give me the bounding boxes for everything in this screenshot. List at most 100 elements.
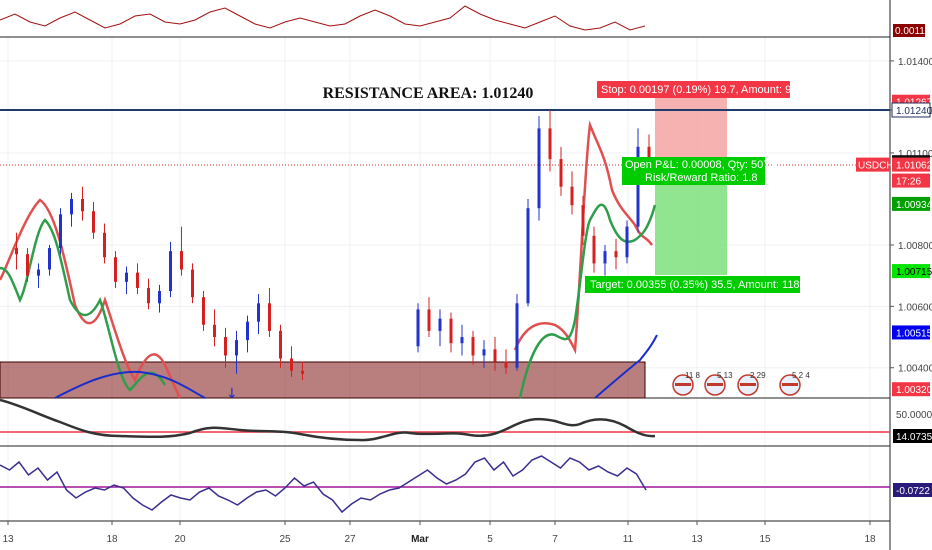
candle xyxy=(416,303,420,353)
price-badge: 1.00320 xyxy=(892,382,932,397)
price-badge: 1.00515 xyxy=(892,325,932,340)
candle-body xyxy=(603,251,607,264)
candle-body xyxy=(268,303,271,331)
price-badge: 1.00715 xyxy=(892,264,932,279)
candle-body xyxy=(125,272,128,282)
symbol-badge-label: USDCHF xyxy=(858,161,900,172)
candle xyxy=(224,327,227,368)
stop-label-box[interactable] xyxy=(597,81,790,98)
candle-body xyxy=(460,337,464,344)
candle-body xyxy=(504,361,508,368)
candle-body xyxy=(290,358,293,371)
event-marker-label: 2 29 xyxy=(750,371,766,380)
x-tick-label: 27 xyxy=(344,534,356,545)
candle-body xyxy=(26,254,29,276)
event-marker[interactable]: 11 8 xyxy=(672,371,701,396)
candle xyxy=(301,361,304,380)
ratio-label-box[interactable] xyxy=(622,171,765,185)
candle-body xyxy=(81,198,84,212)
candle-body xyxy=(482,349,486,356)
candle-body xyxy=(15,248,18,255)
candle-body xyxy=(59,214,62,249)
event-marker-label: 5 13 xyxy=(717,371,733,380)
candle xyxy=(169,241,172,298)
candle xyxy=(471,330,475,365)
open-pl-label: Open P&L: 0.00008, Qty: 50761 xyxy=(625,159,782,171)
candle-body xyxy=(147,287,150,304)
candle xyxy=(59,208,62,255)
candle xyxy=(290,346,293,377)
x-tick-label: 15 xyxy=(759,534,771,545)
candle xyxy=(581,195,585,245)
symbol-badge-box xyxy=(856,157,890,172)
candle-body xyxy=(559,159,563,187)
candle-body xyxy=(548,128,552,160)
top-indicator-pane xyxy=(0,5,646,31)
price-badge-label: 1.00320 xyxy=(896,385,932,396)
candle xyxy=(235,330,238,374)
event-marker[interactable]: 2 29 xyxy=(737,371,766,396)
candle xyxy=(37,263,40,288)
price-badge-label: 1.00934 xyxy=(896,200,932,211)
candle xyxy=(103,223,106,264)
price-badges: 1.012671.012401.01070USDCHF1.0106217:261… xyxy=(856,94,932,397)
cci-badge: -0.0722 xyxy=(896,486,930,497)
candle-body xyxy=(114,257,117,282)
candle xyxy=(559,146,563,196)
adx-tick: 50.0000 xyxy=(896,410,932,421)
x-tick-label: 5 xyxy=(487,534,493,545)
candle xyxy=(180,226,183,276)
chart-title: RESISTANCE AREA: 1.01240 xyxy=(323,85,534,102)
candle xyxy=(515,294,519,371)
candle-body xyxy=(37,269,40,276)
event-marker[interactable]: 5 13 xyxy=(704,371,733,396)
price-badge-label: 17:26 xyxy=(896,177,921,188)
candle-body xyxy=(279,330,282,359)
flag-stripe xyxy=(740,383,756,386)
support-zone xyxy=(0,361,646,399)
price-badge-label: 1.00515 xyxy=(896,328,932,339)
x-tick-label: 13 xyxy=(691,534,703,545)
event-markers: 11 8 5 13 2 29 5 2 4 xyxy=(672,371,810,396)
candle xyxy=(427,297,431,338)
candle xyxy=(449,312,453,353)
candle xyxy=(158,284,161,313)
candle-body xyxy=(213,324,216,338)
y-tick-label: 1.00600 xyxy=(898,302,932,313)
candle xyxy=(114,251,117,288)
target-label-box[interactable] xyxy=(585,276,800,293)
event-marker-label: 11 8 xyxy=(685,371,701,380)
candle xyxy=(70,192,73,227)
candle xyxy=(147,278,150,310)
adx-line xyxy=(0,398,656,442)
candle-body xyxy=(438,318,442,331)
candle-body xyxy=(92,211,95,233)
open-pl-label-box[interactable] xyxy=(622,157,765,171)
price-badge: 1.00934 xyxy=(892,196,932,211)
candle xyxy=(125,266,128,295)
price-badge-box xyxy=(892,382,930,397)
candle-body xyxy=(614,251,618,258)
down-arrow-icon: ↓ xyxy=(226,386,238,402)
candle-body xyxy=(70,198,73,215)
time-scale: 13 18 20 25 27 Mar 5 7 11 13 15 18 xyxy=(2,521,876,545)
candle-body xyxy=(103,232,106,258)
candle xyxy=(279,324,282,368)
cci-badge-box xyxy=(893,483,932,497)
y-tick-label: 1.01100 xyxy=(898,149,932,160)
x-tick-label: 13 xyxy=(2,534,14,545)
candle xyxy=(81,186,84,221)
price-badge-label: 1.01240 xyxy=(896,106,932,117)
price-badge-box xyxy=(892,325,930,340)
price-badge-box xyxy=(892,157,930,172)
candle-body xyxy=(471,337,475,356)
event-marker[interactable]: 5 2 4 xyxy=(779,371,810,396)
candle xyxy=(15,232,18,270)
candle-body xyxy=(202,297,205,325)
y-tick-label: 1.01400 xyxy=(898,57,932,68)
candle xyxy=(136,263,139,295)
candle xyxy=(460,324,464,356)
candle-body xyxy=(537,128,541,209)
